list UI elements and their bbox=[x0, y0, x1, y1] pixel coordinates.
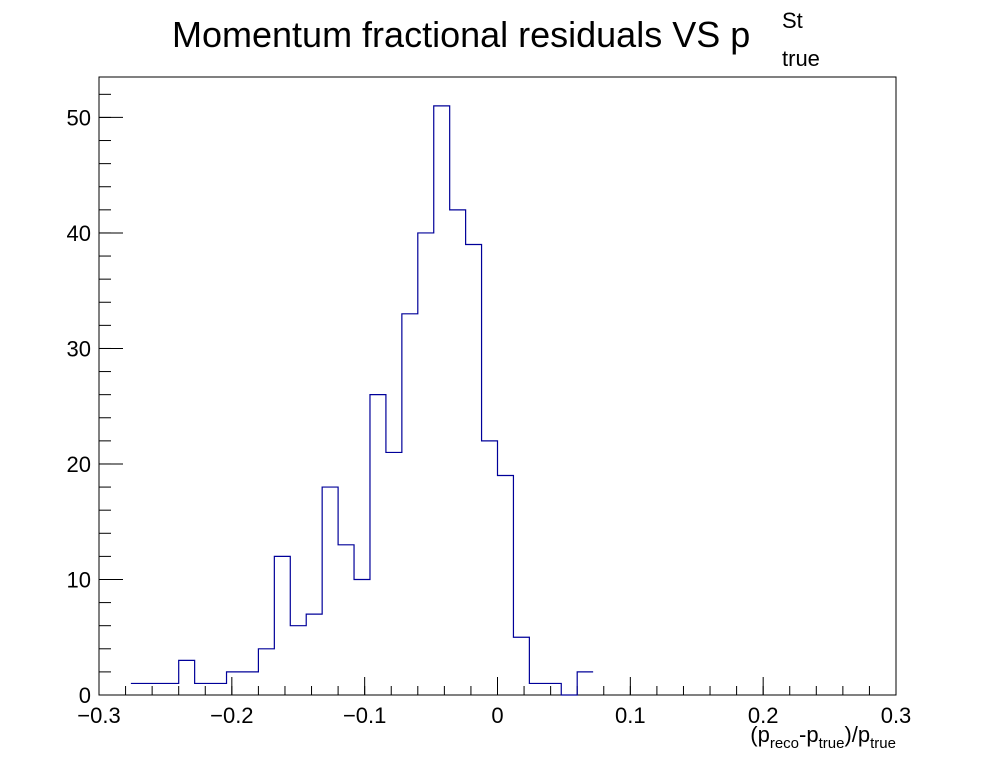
title-subscript: true bbox=[782, 46, 820, 71]
x-tick-label: 0.1 bbox=[615, 703, 646, 728]
y-tick-label: 50 bbox=[67, 105, 91, 130]
y-axis: 0 10 20 30 40 50 bbox=[67, 93, 123, 708]
x-tick-label: −0.2 bbox=[210, 703, 253, 728]
x-tick-label: 0.2 bbox=[748, 703, 779, 728]
xlabel-open: (p bbox=[750, 722, 770, 747]
xlabel-mid: -p bbox=[799, 722, 819, 747]
plot-frame bbox=[98, 76, 897, 696]
xlabel-close: )/p bbox=[844, 722, 871, 747]
title-main: Momentum fractional residuals VS p bbox=[172, 14, 751, 55]
x-tick-label: −0.1 bbox=[343, 703, 386, 728]
histogram-series bbox=[130, 105, 594, 696]
x-axis: −0.3 −0.2 −0.1 0 0.1 0.2 0.3 bbox=[77, 677, 911, 728]
x-tick-label: 0 bbox=[491, 703, 503, 728]
x-tick-label: 0.3 bbox=[881, 703, 912, 728]
y-tick-label: 10 bbox=[67, 567, 91, 592]
x-axis-label: (preco-ptrue)/ptrue bbox=[750, 722, 896, 752]
y-tick-label: 40 bbox=[67, 221, 91, 246]
y-tick-label: 0 bbox=[79, 683, 91, 708]
xlabel-sub-true: true bbox=[818, 735, 845, 752]
y-tick-label: 20 bbox=[67, 452, 91, 477]
x-tick-label: −0.3 bbox=[77, 703, 120, 728]
title-superscript: St bbox=[782, 8, 803, 33]
xlabel-sub-reco: reco bbox=[769, 735, 800, 752]
xlabel-sub-true-2: true bbox=[870, 735, 896, 752]
y-tick-label: 30 bbox=[67, 336, 91, 361]
chart-title: Momentum fractional residuals VS p St tr… bbox=[0, 0, 996, 80]
